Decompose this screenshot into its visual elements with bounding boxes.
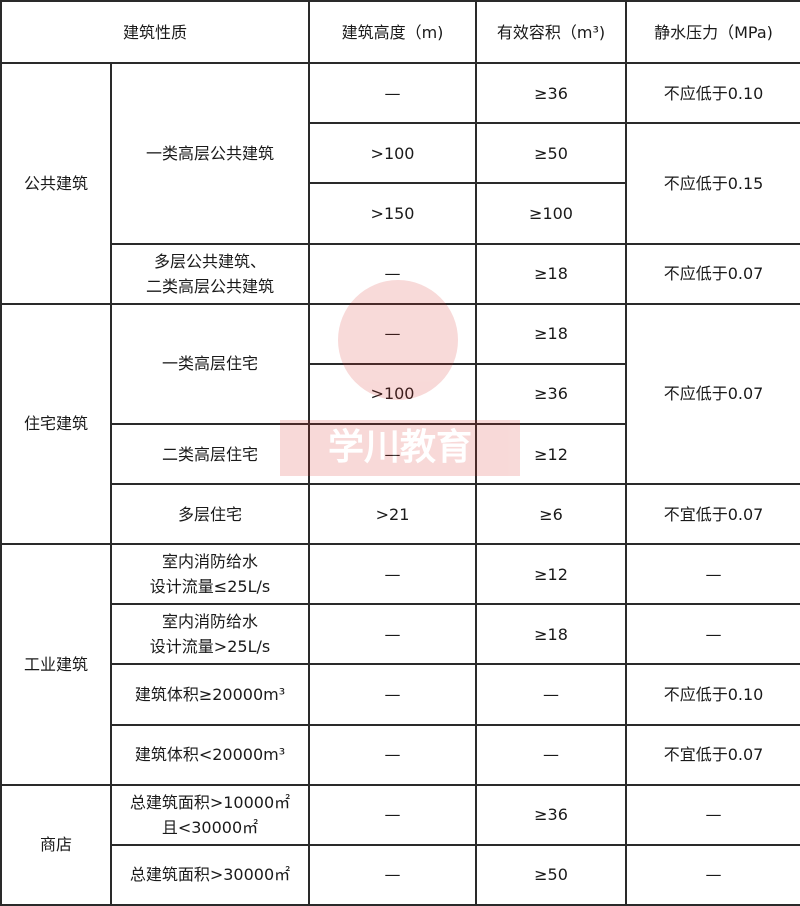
table-row: 公共建筑 一类高层公共建筑 — ≥36 不应低于0.10 (0, 62, 800, 305)
category-cell: 商店 (0, 783, 112, 906)
height-cell: >150 (308, 182, 478, 245)
table-row: 建筑体积≥20000m³ — — 不应低于0.10 (1, 663, 800, 726)
subtype-cell: 室内消防给水 设计流量≤25L/s (109, 543, 311, 606)
table-row: 多层住宅 >21 ≥6 不宜低于0.07 (1, 483, 800, 546)
height-cell: — (308, 302, 478, 365)
table-row: 二类高层住宅 — ≥12 (1, 422, 800, 486)
volume-cell: ≥36 (475, 362, 628, 425)
header-building-type: 建筑性质 (0, 0, 311, 65)
pressure-cell: 不应低于0.07 (625, 302, 800, 486)
subtype-cell: 多层住宅 (109, 483, 311, 546)
table-header-row: 建筑性质 建筑高度（m) 有效容积（m³) 静水压力（MPa) (0, 0, 800, 65)
subtype-cell: 二类高层住宅 (109, 422, 311, 486)
table-row: >100 ≥36 (1, 362, 800, 425)
height-cell: — (308, 62, 478, 125)
height-cell: — (308, 663, 478, 726)
table-row: 商店 总建筑面积>10000㎡ 且<30000㎡ — ≥36 — (0, 783, 800, 906)
height-cell: >100 (308, 122, 478, 185)
height-cell: >100 (308, 362, 478, 425)
pressure-cell: 不应低于0.15 (625, 122, 800, 245)
volume-cell: ≥50 (475, 843, 628, 906)
subtype-cell: 总建筑面积>10000㎡ 且<30000㎡ (109, 783, 311, 846)
pressure-cell: — (625, 783, 800, 846)
height-cell: — (308, 723, 478, 786)
table-row: 总建筑面积>30000㎡ — ≥50 — (1, 843, 800, 906)
category-cell: 工业建筑 (0, 543, 112, 786)
table-row: 建筑体积<20000m³ — — 不宜低于0.07 (1, 723, 800, 786)
header-static-pressure: 静水压力（MPa) (625, 0, 800, 65)
subtype-cell: 多层公共建筑、 二类高层公共建筑 (109, 242, 311, 305)
pressure-cell: 不应低于0.10 (625, 663, 800, 726)
volume-cell: ≥36 (475, 783, 628, 846)
height-cell: — (308, 783, 478, 846)
subtype-cell: 一类高层住宅 (109, 302, 311, 425)
pressure-cell: 不宜低于0.07 (625, 483, 800, 546)
volume-cell: ≥6 (475, 483, 628, 546)
pressure-cell: 不应低于0.07 (625, 242, 800, 305)
volume-cell: ≥12 (475, 543, 628, 606)
pressure-cell: — (625, 543, 800, 606)
header-building-height: 建筑高度（m) (308, 0, 478, 65)
header-effective-volume: 有效容积（m³) (475, 0, 628, 65)
subtype-cell: 建筑体积<20000m³ (109, 723, 311, 786)
height-cell: — (308, 843, 478, 906)
volume-cell: ≥100 (475, 182, 628, 245)
subtype-cell: 一类高层公共建筑 (109, 62, 311, 245)
volume-cell: ≥36 (475, 62, 628, 125)
volume-cell: ≥18 (475, 603, 628, 666)
volume-cell: ≥12 (475, 422, 628, 486)
pressure-cell: — (625, 843, 800, 906)
volume-cell: ≥50 (475, 122, 628, 185)
height-cell: — (308, 422, 478, 486)
table-row: 工业建筑 室内消防给水 设计流量≤25L/s — ≥12 — (0, 543, 800, 786)
volume-cell: — (475, 663, 628, 726)
table-row: >150 ≥100 (1, 182, 800, 245)
pressure-cell: — (625, 603, 800, 666)
volume-cell: — (475, 723, 628, 786)
pressure-cell: 不应低于0.10 (625, 62, 800, 125)
table-row: 室内消防给水 设计流量>25L/s — ≥18 — (1, 603, 800, 666)
subtype-cell: 总建筑面积>30000㎡ (109, 843, 311, 906)
table-row: 多层公共建筑、 二类高层公共建筑 — ≥18 不应低于0.07 (1, 242, 800, 305)
height-cell: — (308, 603, 478, 666)
pressure-cell: 不宜低于0.07 (625, 723, 800, 786)
table-row: 住宅建筑 一类高层住宅 — ≥18 不应低于0.07 (0, 302, 800, 546)
subtype-cell: 建筑体积≥20000m³ (109, 663, 311, 726)
height-cell: — (308, 242, 478, 305)
volume-cell: ≥18 (475, 242, 628, 305)
volume-cell: ≥18 (475, 302, 628, 365)
subtype-cell: 室内消防给水 设计流量>25L/s (109, 603, 311, 666)
category-cell: 住宅建筑 (0, 302, 112, 546)
height-cell: — (308, 543, 478, 606)
category-cell: 公共建筑 (0, 62, 112, 305)
height-cell: >21 (308, 483, 478, 546)
